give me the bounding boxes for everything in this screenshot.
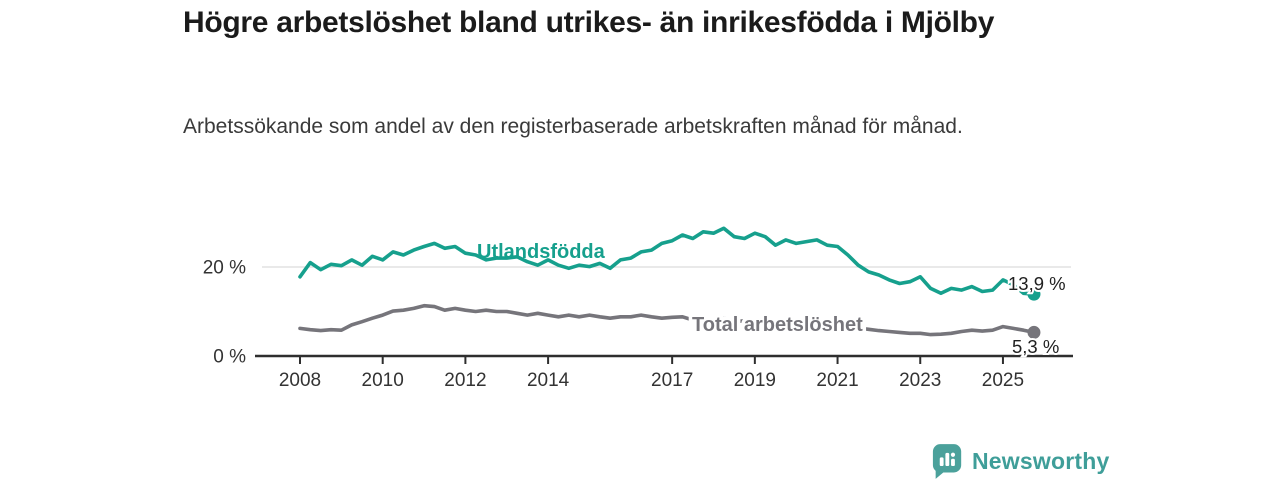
x-axis-tick-label: 2025 <box>982 370 1024 391</box>
newsworthy-logo: Newsworthy <box>932 443 1109 480</box>
y-axis-tick-label: 20 % <box>203 258 246 279</box>
newsworthy-logo-text: Newsworthy <box>972 448 1110 474</box>
x-axis-tick-label: 2021 <box>816 370 858 391</box>
series-line-0 <box>298 226 1036 296</box>
series-end-dot-1 <box>1027 325 1041 339</box>
x-axis-tick-label: 2019 <box>734 370 776 391</box>
x-axis-tick-label: 2012 <box>444 370 486 391</box>
series-end-value-label-1: 5,3 % <box>1012 336 1059 357</box>
series-line-1 <box>298 303 1036 337</box>
series-label-total-arbetsloshet: Total arbetslöshet <box>692 314 863 336</box>
x-axis-tick-label: 2017 <box>651 370 693 391</box>
y-axis-tick-label: 0 % <box>213 347 246 368</box>
chart-subtitle: Arbetssökande som andel av den registerb… <box>183 115 963 138</box>
x-axis-tick-label: 2008 <box>279 370 321 391</box>
series-label-utlandsfodda: Utlandsfödda <box>477 241 606 263</box>
chart-title: Högre arbetslöshet bland utrikes- än inr… <box>183 6 995 39</box>
series-end-value-label-0: 13,9 % <box>1008 273 1066 294</box>
newsworthy-bar-chart-pin-icon <box>932 444 962 479</box>
series-end-dot-0 <box>1027 287 1041 301</box>
x-axis-tick-label: 2010 <box>362 370 404 391</box>
x-axis-tick-label: 2023 <box>899 370 941 391</box>
x-axis-tick-label: 2014 <box>527 370 570 391</box>
